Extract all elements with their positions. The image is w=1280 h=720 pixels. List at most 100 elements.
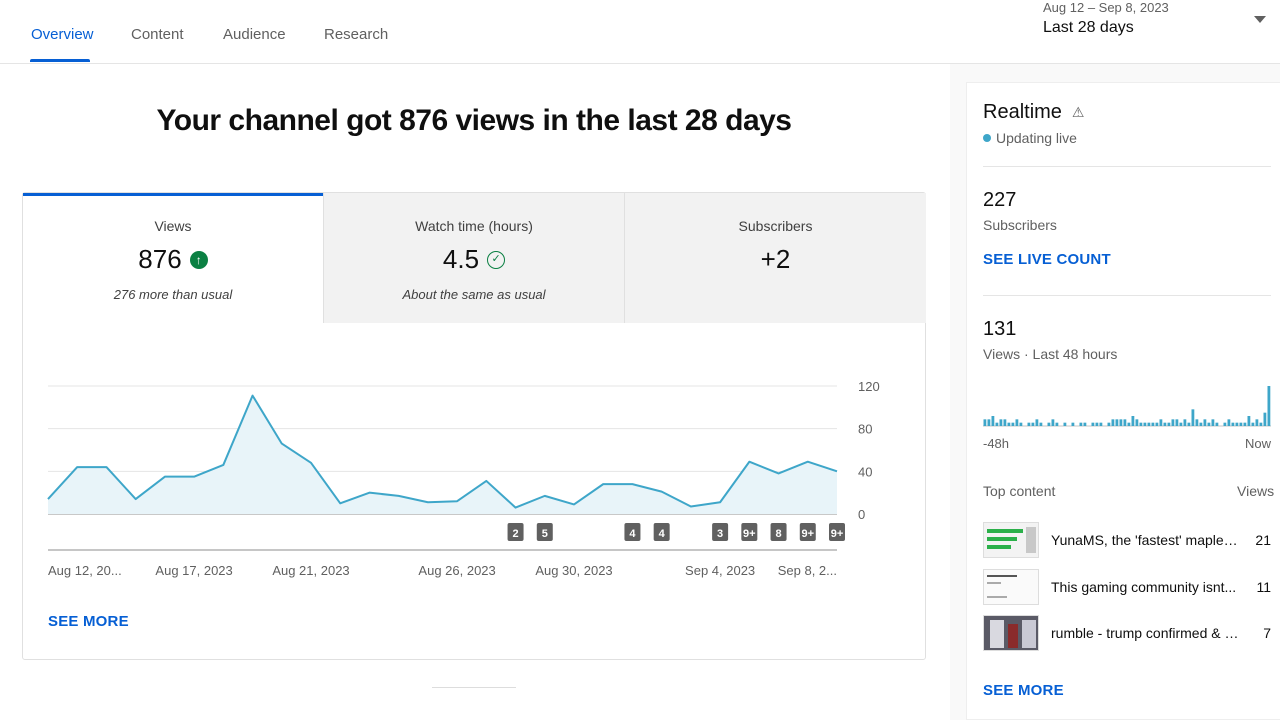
x-tick-label: Aug 26, 2023 — [418, 563, 495, 578]
tab-research[interactable]: Research — [324, 26, 389, 43]
realtime-card: Realtime ⚠ Updating live 227 Subscribers… — [966, 82, 1280, 720]
realtime-bar — [1267, 386, 1271, 426]
realtime-bar — [1167, 422, 1171, 426]
video-title: rumble - trump confirmed & re... — [1051, 625, 1241, 641]
date-range-label: Last 28 days — [1043, 19, 1134, 36]
upload-marker — [536, 523, 553, 541]
realtime-bar — [1215, 422, 1219, 426]
realtime-bar — [1131, 416, 1135, 426]
top-content-item[interactable]: rumble - trump confirmed & re... 7 — [983, 615, 1271, 651]
realtime-bar — [1071, 422, 1075, 426]
y-tick-label: 0 — [858, 507, 865, 522]
realtime-bar — [1235, 422, 1239, 426]
tab-audience[interactable]: Audience — [223, 26, 286, 43]
x-tick-label: Aug 12, 20... — [48, 563, 122, 578]
realtime-bar — [1079, 422, 1083, 426]
metric-number: 876 — [138, 244, 182, 274]
upload-marker — [799, 523, 816, 541]
realtime-bar-chart — [983, 386, 1271, 427]
subscriber-label: Subscribers — [983, 217, 1057, 233]
realtime-title: Realtime ⚠ — [983, 101, 1084, 124]
views-line-chart: 120 80 40 0 2 5 4 4 3 9+ 8 9+ 9+ Aug 12, 20... Aug 17,… — [47, 379, 880, 578]
video-views: 21 — [1255, 532, 1271, 548]
warning-icon[interactable]: ⚠ — [1071, 104, 1085, 120]
tab-overview[interactable]: Overview — [31, 26, 94, 43]
see-live-count-link[interactable]: SEE LIVE COUNT — [983, 251, 1111, 268]
realtime-bar — [1147, 422, 1151, 426]
realtime-bar — [983, 419, 987, 426]
upload-marker — [770, 523, 787, 541]
realtime-bar — [1019, 422, 1023, 426]
metric-note: 276 more than usual — [113, 287, 233, 302]
realtime-bar — [999, 419, 1003, 426]
realtime-bar — [1135, 419, 1139, 426]
metric-tab-views[interactable]: Views 876 ↑ 276 more than usual — [23, 193, 323, 323]
tab-content[interactable]: Content — [131, 26, 184, 43]
metrics-card: Views 876 ↑ 276 more than usual Watch ti… — [22, 192, 926, 660]
subscriber-count: 227 — [983, 189, 1017, 211]
realtime-bar — [991, 416, 995, 426]
realtime-bar — [1259, 422, 1263, 426]
top-content-item[interactable]: YunaMS, the 'fastest' maplestory... 21 — [983, 522, 1271, 558]
realtime-bar — [1099, 422, 1103, 426]
see-more-button[interactable]: SEE MORE — [48, 613, 129, 630]
realtime-bar — [1183, 419, 1187, 426]
realtime-bar — [1255, 419, 1259, 426]
x-tick-label: Aug 21, 2023 — [272, 563, 349, 578]
upload-marker — [507, 523, 524, 541]
upload-marker-label: 5 — [542, 528, 548, 540]
realtime-bar — [1155, 422, 1159, 426]
metric-value: +2 — [625, 244, 926, 275]
realtime-bar — [1035, 419, 1039, 426]
realtime-bar — [1211, 419, 1215, 426]
realtime-bar — [1143, 422, 1147, 426]
metric-number: 4.5 — [442, 244, 480, 274]
realtime-bar — [1239, 422, 1243, 426]
metric-tab-subscribers[interactable]: Subscribers +2 — [624, 193, 926, 323]
metric-tab-watch-time[interactable]: Watch time (hours) 4.5 ✓ About the same … — [323, 193, 624, 323]
video-thumbnail — [983, 569, 1039, 605]
date-range-selector[interactable]: Aug 12 – Sep 8, 2023 Last 28 days — [1043, 0, 1169, 37]
bar-axis-start: -48h — [983, 436, 1010, 451]
realtime-bar — [1159, 419, 1163, 426]
upload-marker — [624, 523, 641, 541]
dropdown-caret-icon[interactable] — [1254, 16, 1266, 23]
views-column-heading: Views — [1237, 483, 1275, 499]
metric-label: Subscribers — [738, 218, 813, 234]
scroll-indicator — [432, 687, 516, 688]
realtime-see-more-link[interactable]: SEE MORE — [983, 682, 1064, 699]
realtime-bar — [1191, 409, 1195, 426]
upload-marker-label: 4 — [629, 528, 636, 540]
metric-label: Views — [154, 218, 192, 234]
realtime-bar — [1027, 422, 1031, 426]
realtime-bar — [1163, 422, 1167, 426]
realtime-bar — [1115, 419, 1119, 426]
realtime-bar — [1091, 422, 1095, 426]
arrow-up-circle-icon: ↑ — [189, 250, 208, 269]
realtime-bar — [1119, 419, 1123, 426]
upload-marker — [712, 523, 729, 541]
realtime-bar — [1015, 419, 1019, 426]
upload-marker-label: 8 — [775, 528, 781, 540]
video-thumbnail — [983, 522, 1039, 558]
video-title: YunaMS, the 'fastest' maplestory... — [1051, 532, 1241, 548]
metric-note: About the same as usual — [402, 287, 546, 302]
video-title: This gaming community isnt... — [1051, 579, 1237, 595]
realtime-bar — [1243, 422, 1247, 426]
realtime-bar — [987, 419, 991, 426]
realtime-bar — [1123, 419, 1127, 426]
upload-marker — [741, 523, 758, 541]
divider — [983, 166, 1271, 167]
metric-value: 4.5 ✓ — [324, 244, 624, 275]
upload-marker-label: 2 — [512, 528, 518, 540]
top-content-item[interactable]: This gaming community isnt... 11 — [983, 569, 1271, 605]
realtime-bar — [1003, 419, 1007, 426]
upload-marker-label: 9+ — [743, 528, 756, 540]
overview-main: Your channel got 876 views in the last 2… — [0, 64, 950, 720]
realtime-bar — [1151, 422, 1155, 426]
video-views: 7 — [1263, 625, 1271, 641]
divider — [983, 295, 1271, 296]
realtime-bar — [1223, 422, 1227, 426]
live-status-text: Updating live — [996, 130, 1077, 146]
area-fill — [48, 395, 837, 514]
